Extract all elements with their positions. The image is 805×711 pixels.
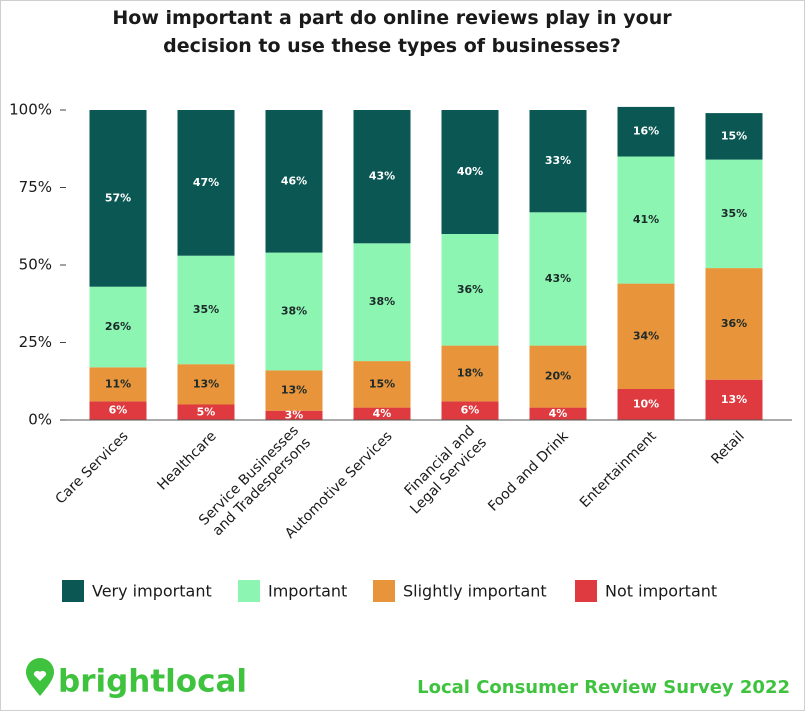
legend-label: Not important	[605, 582, 717, 601]
value-label: 5%	[197, 405, 216, 418]
bar-segment	[353, 243, 411, 362]
y-tick-label: 100%	[9, 101, 52, 119]
bar-segment	[441, 234, 499, 346]
bar-segment	[177, 255, 235, 365]
y-tick-label: 25%	[19, 333, 52, 351]
legend-swatch	[62, 580, 84, 602]
value-label: 13%	[193, 377, 219, 390]
value-label: 10%	[633, 398, 659, 411]
bar-segment	[705, 379, 763, 420]
bar-segment	[177, 364, 235, 405]
bar-segment	[177, 404, 235, 420]
value-label: 6%	[109, 404, 128, 417]
bar-segment	[617, 283, 675, 389]
value-label: 41%	[633, 213, 659, 226]
bar-segment	[529, 345, 587, 408]
chart-title: How important a part do online reviews p…	[112, 7, 672, 57]
bar-segment	[89, 110, 147, 287]
bar-segment	[617, 156, 675, 284]
value-label: 33%	[545, 154, 571, 167]
bar-segment	[89, 286, 147, 368]
value-label: 40%	[457, 165, 483, 178]
value-label: 15%	[369, 377, 395, 390]
legend-label: Very important	[92, 582, 212, 601]
value-label: 11%	[105, 377, 131, 390]
legend-swatch	[238, 580, 260, 602]
y-tick-label: 50%	[19, 256, 52, 274]
value-label: 47%	[193, 176, 219, 189]
value-label: 15%	[721, 129, 747, 142]
bar-segment	[529, 212, 587, 346]
value-label: 4%	[373, 407, 392, 420]
legend-swatch	[373, 580, 395, 602]
bar-segment	[353, 407, 411, 420]
y-tick-label: 0%	[28, 411, 52, 429]
bar-segment	[529, 407, 587, 420]
value-label: 46%	[281, 174, 307, 187]
bar-segment	[705, 159, 763, 269]
legend-label: Slightly important	[403, 582, 547, 601]
bar-segment	[89, 367, 147, 402]
legend-swatch	[575, 580, 597, 602]
value-label: 35%	[193, 303, 219, 316]
bar-segment	[529, 110, 587, 213]
bar-segment	[89, 401, 147, 420]
bar-segment	[441, 401, 499, 420]
value-label: 16%	[633, 125, 659, 138]
value-label: 13%	[721, 393, 747, 406]
bar-segment	[353, 110, 411, 244]
value-label: 6%	[461, 404, 480, 417]
value-label: 38%	[281, 305, 307, 318]
value-label: 34%	[633, 329, 659, 342]
value-label: 18%	[457, 367, 483, 380]
value-label: 13%	[281, 384, 307, 397]
value-label: 4%	[549, 407, 568, 420]
bar-segment	[441, 345, 499, 402]
legend-label: Important	[268, 582, 347, 601]
value-label: 38%	[369, 295, 395, 308]
survey-name: Local Consumer Review Survey 2022	[417, 677, 790, 698]
bar-segment	[705, 268, 763, 380]
value-label: 43%	[545, 272, 571, 285]
bar-segment	[265, 252, 323, 371]
logo-heart	[33, 670, 47, 681]
brand-logo	[26, 658, 54, 696]
bar-segment	[705, 113, 763, 160]
value-label: 43%	[369, 170, 395, 183]
bar-segment	[177, 110, 235, 256]
value-label: 36%	[721, 317, 747, 330]
bar-segment	[265, 370, 323, 411]
y-tick-label: 75%	[19, 178, 52, 196]
value-label: 36%	[457, 283, 483, 296]
bar-segment	[265, 110, 323, 253]
bar-segment	[617, 389, 675, 420]
value-label: 57%	[105, 191, 131, 204]
value-label: 3%	[285, 408, 304, 421]
brand: brightlocal	[58, 664, 247, 700]
value-label: 20%	[545, 370, 571, 383]
bar-segment	[617, 106, 675, 157]
bar-segment	[441, 110, 499, 234]
value-label: 26%	[105, 320, 131, 333]
value-label: 35%	[721, 207, 747, 220]
bar-segment	[353, 361, 411, 408]
bar-segment	[265, 410, 323, 420]
